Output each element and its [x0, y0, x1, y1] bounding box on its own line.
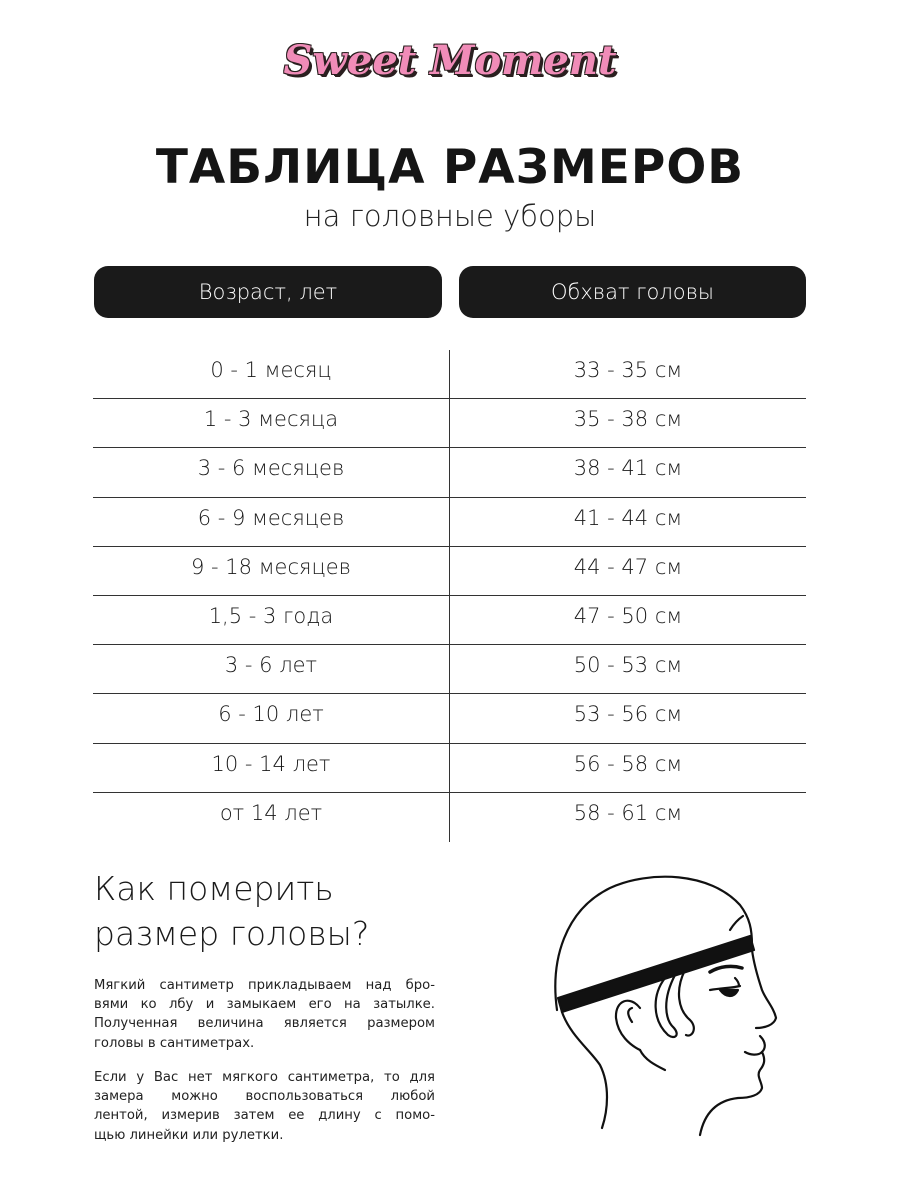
table-row: от 14 лет 58 - 61 см	[93, 792, 806, 842]
age-cell: 3 - 6 лет	[93, 645, 450, 694]
age-cell: 0 - 1 месяц	[93, 350, 450, 399]
age-cell: 9 - 18 месяцев	[93, 546, 450, 595]
text-line: щью линейки или рулетки.	[94, 1127, 284, 1143]
instructions-paragraph-1: Мягкий сантиметр прикладываем над бро- в…	[94, 976, 435, 1053]
circumference-cell: 41 - 44 см	[573, 505, 683, 530]
text-line: Если у Вас нет мягкого сантиметра, то дл…	[94, 1070, 435, 1085]
table-row: 6 - 10 лет 53 - 56 см	[93, 694, 806, 744]
table-row: 10 - 14 лет 56 - 58 см	[93, 743, 806, 793]
table-row: 9 - 18 месяцев 44 - 47 см	[93, 546, 806, 596]
instructions-paragraph-2: Если у Вас нет мягкого сантиметра, то дл…	[94, 1068, 435, 1145]
howto-heading: Как померить размер головы?	[94, 866, 369, 956]
text-line: Мягкий сантиметр прикладываем над бро-	[94, 978, 435, 993]
page-title: ТАБЛИЦА РАЗМЕРОВ	[155, 140, 745, 195]
column-header-age: Возраст, лет	[94, 266, 442, 318]
age-cell: 3 - 6 месяцев	[93, 448, 450, 497]
age-cell: 10 - 14 лет	[93, 743, 450, 792]
circumference-cell: 50 - 53 см	[573, 653, 683, 678]
column-header-head-circumference: Обхват головы	[459, 266, 806, 318]
circumference-cell: 33 - 35 см	[573, 358, 683, 383]
circumference-cell: 44 - 47 см	[573, 554, 683, 579]
age-cell: 1,5 - 3 года	[93, 595, 450, 645]
age-cell: 6 - 10 лет	[93, 694, 450, 743]
text-line: лентой, измерив затем ее длину с помо-	[94, 1108, 435, 1124]
circumference-cell: 58 - 61 см	[573, 801, 683, 826]
circumference-cell: 56 - 58 см	[573, 751, 683, 776]
table-row: 0 - 1 месяц 33 - 35 см	[93, 350, 806, 400]
head-measurement-illustration	[540, 860, 790, 1150]
age-cell: 6 - 9 месяцев	[93, 497, 450, 546]
age-cell: от 14 лет	[93, 792, 450, 842]
table-row: 1 - 3 месяца 35 - 38 см	[93, 399, 806, 449]
age-cell: 1 - 3 месяца	[93, 399, 450, 448]
text-line: замера можно воспользоваться любой	[94, 1089, 435, 1105]
size-table: 0 - 1 месяц 33 - 35 см 1 - 3 месяца 35 - 38…	[93, 350, 806, 842]
page-subtitle: на головные уборы	[303, 199, 597, 233]
circumference-cell: 38 - 41 см	[573, 456, 683, 481]
howto-heading-line: размер головы?	[94, 914, 370, 953]
text-line: вями ко лбу и замыкаем его на затылке.	[94, 997, 435, 1013]
table-row: 3 - 6 месяцев 38 - 41 см	[93, 448, 806, 498]
circumference-cell: 35 - 38 см	[573, 407, 683, 432]
text-line: Полученная величина является размером	[94, 1016, 435, 1032]
table-row: 1,5 - 3 года 47 - 50 см	[93, 595, 806, 646]
text-line: головы в сантиметрах.	[94, 1035, 255, 1051]
howto-heading-line: Как померить	[94, 869, 334, 908]
circumference-cell: 53 - 56 см	[573, 702, 683, 727]
table-row: 6 - 9 месяцев 41 - 44 см	[93, 497, 806, 547]
table-row: 3 - 6 лет 50 - 53 см	[93, 645, 806, 695]
brand-logo: Sweet Moment	[283, 36, 617, 84]
circumference-cell: 47 - 50 см	[573, 604, 683, 629]
